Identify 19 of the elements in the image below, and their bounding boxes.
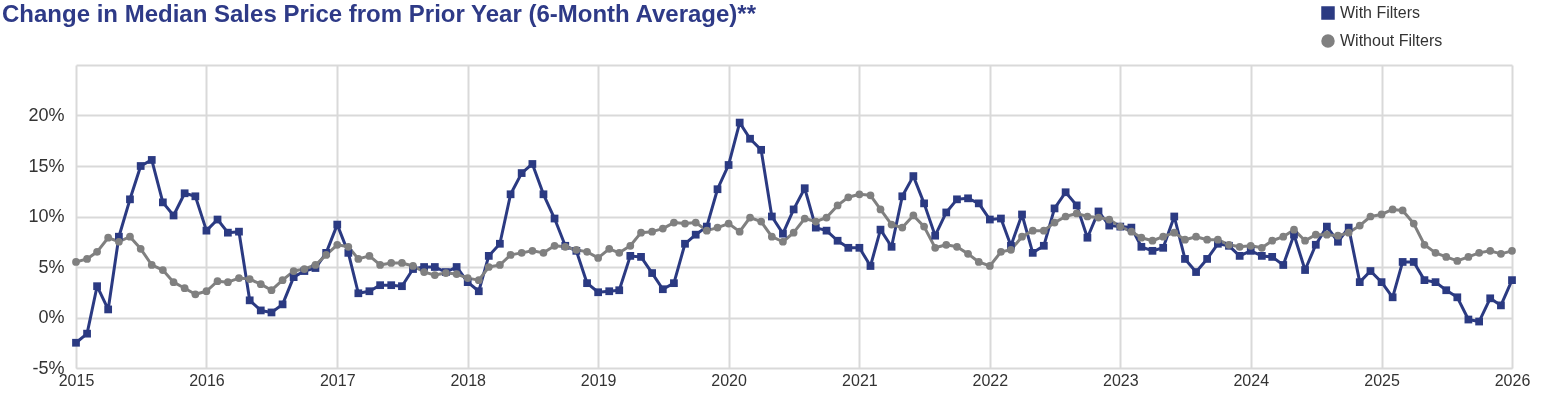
x-tick-label: 2020 [711,371,747,389]
x-tick-label: 2022 [972,371,1009,389]
y-tick-label: 15% [28,155,65,176]
x-tick-label: 2018 [450,371,487,389]
y-tick-label: 20% [28,105,65,125]
x-tick-label: 2024 [1233,371,1270,389]
chart-title: Change in Median Sales Price from Prior Year (6-Month Average)** [2,0,757,27]
legend-label: With Filters [1340,4,1420,21]
x-tick-label: 2016 [189,371,225,389]
y-tick-label: 0% [38,307,65,327]
x-tick-label: 2019 [580,371,617,389]
x-tick-label: 2021 [842,371,878,389]
y-tick-label: 10% [28,206,65,226]
y-tick-label: 5% [38,256,65,277]
x-tick-label: 2025 [1364,371,1400,389]
x-tick-label: 2023 [1103,371,1139,389]
legend-label: Without Filters [1340,32,1443,49]
x-tick-label: 2017 [319,371,356,389]
x-tick-label: 2026 [1494,371,1531,389]
